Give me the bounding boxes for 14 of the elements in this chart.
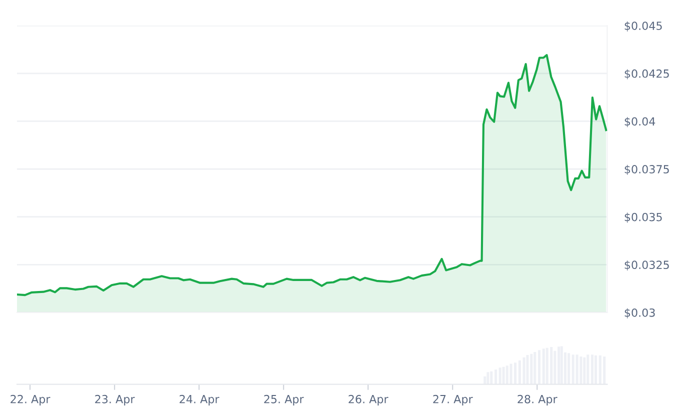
x-tick-label: 27. Apr bbox=[433, 394, 473, 406]
x-tick-label: 22. Apr bbox=[10, 394, 50, 406]
x-tick-label: 23. Apr bbox=[95, 394, 135, 406]
x-tick-label: 25. Apr bbox=[264, 394, 304, 406]
y-tick-label: $0.0375 bbox=[624, 164, 669, 175]
x-tick-label: 28. Apr bbox=[518, 394, 558, 406]
y-tick-label: $0.045 bbox=[624, 21, 662, 32]
y-tick-label: $0.0425 bbox=[624, 69, 669, 80]
y-tick-label: $0.0325 bbox=[624, 260, 669, 271]
y-tick-label: $0.035 bbox=[624, 212, 662, 223]
x-tick-label: 26. Apr bbox=[348, 394, 388, 406]
x-tick-label: 24. Apr bbox=[180, 394, 220, 406]
y-tick-label: $0.03 bbox=[624, 308, 655, 318]
y-tick-label: $0.04 bbox=[624, 117, 656, 128]
